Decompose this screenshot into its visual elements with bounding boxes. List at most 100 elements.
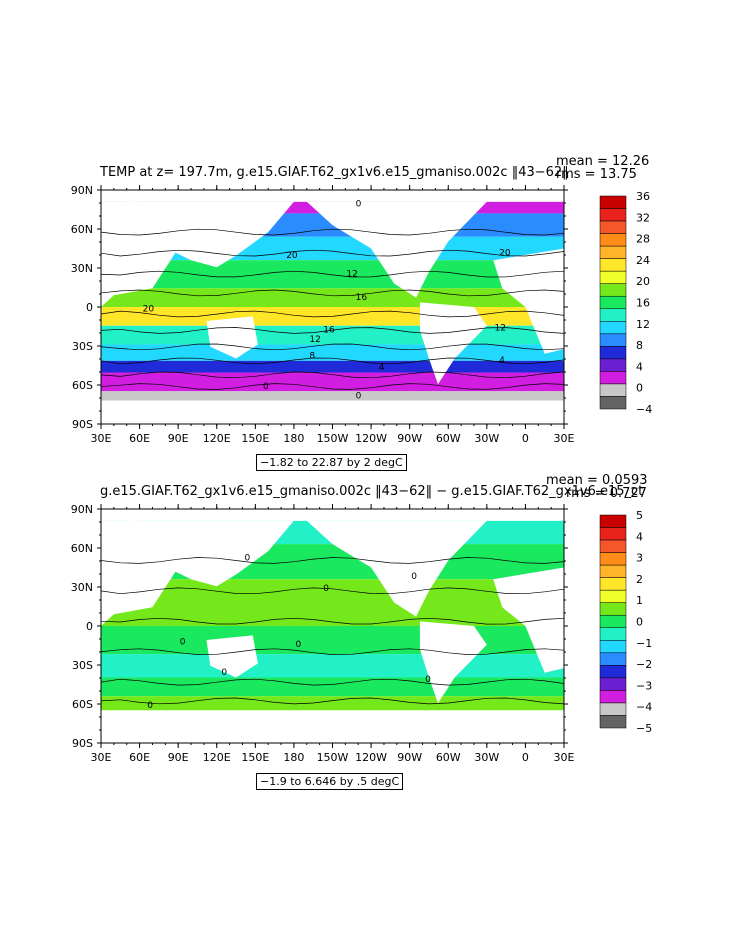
panel2-ocean-band bbox=[101, 677, 564, 697]
panel1-lon-label: 90E bbox=[168, 432, 189, 445]
panel2-colorbar-swatch bbox=[599, 640, 627, 654]
panel1-colorbar-label: 4 bbox=[636, 360, 643, 373]
panel2-lon-label: 30E bbox=[91, 751, 112, 764]
panel1-ocean-band bbox=[101, 391, 564, 401]
panel1-contour-line bbox=[101, 383, 564, 390]
panel1-lat-label: 90S bbox=[72, 418, 93, 431]
panel1-colorbar-label: −4 bbox=[636, 403, 652, 416]
panel1-lon-label: 30E bbox=[91, 432, 112, 445]
panel2-contour-line bbox=[101, 697, 564, 705]
panel2-colorbar-label: 4 bbox=[636, 530, 643, 543]
panel2-colorbar-swatch bbox=[599, 702, 627, 716]
panel2-colorbar-swatch bbox=[599, 539, 627, 553]
panel1-lon-label: 90W bbox=[397, 432, 422, 445]
panel1-lon-label: 150W bbox=[317, 432, 349, 445]
panel2-ocean-band bbox=[101, 654, 564, 678]
panel1-ocean-band bbox=[101, 360, 564, 373]
panel1-lat-label: 0 bbox=[86, 301, 93, 314]
panel2-title: g.e15.GIAF.T62_gx1v6.e15_gmaniso.002c ‖4… bbox=[100, 484, 644, 499]
panel2-colorbar-swatch bbox=[599, 527, 627, 541]
panel2-colorbar-label: 1 bbox=[636, 594, 643, 607]
panel2-colorbar-label: 2 bbox=[636, 573, 643, 586]
panel1-contour-line bbox=[101, 270, 564, 278]
panel1-lon-label: 60E bbox=[129, 432, 150, 445]
panel2-colorbar-swatch bbox=[599, 690, 627, 704]
panel2-lon-label: 90E bbox=[168, 751, 189, 764]
panel1-contour-line bbox=[101, 228, 564, 236]
panel1-contour-line bbox=[101, 357, 564, 365]
panel2-lon-label: 180 bbox=[283, 751, 304, 764]
panel2-contour-label: 0 bbox=[147, 701, 153, 711]
panel1-land bbox=[206, 316, 258, 359]
panel2-colorbar-swatch bbox=[599, 665, 627, 679]
panel1-lon-label: 120E bbox=[203, 432, 231, 445]
panel1-land bbox=[419, 302, 487, 385]
panel2-colorbar-label: −1 bbox=[636, 637, 652, 650]
panel2-lon-label: 150E bbox=[241, 751, 269, 764]
panel1-contour-label: 0 bbox=[356, 199, 362, 209]
panel1-lon-label: 120W bbox=[355, 432, 387, 445]
panel1-ocean-band bbox=[101, 260, 564, 289]
panel2-colorbar-label: −5 bbox=[636, 722, 652, 735]
panel2-colorbar-swatch bbox=[599, 564, 627, 578]
panel1-contour-label: 16 bbox=[323, 326, 335, 336]
panel2-contour-line bbox=[101, 678, 564, 686]
panel1-colorbar-label: 28 bbox=[636, 233, 650, 246]
panel1-lat-label: 30S bbox=[72, 340, 93, 353]
panel2-colorbar-swatch bbox=[599, 677, 627, 691]
panel1-land bbox=[101, 190, 564, 202]
panel2-colorbar-swatch bbox=[599, 514, 627, 528]
panel2-lat-label: 90S bbox=[72, 737, 93, 750]
panel2-colorbar-swatch bbox=[599, 589, 627, 603]
panel2-colorbar-label: −4 bbox=[636, 701, 652, 714]
panel1-lon-label: 60W bbox=[436, 432, 461, 445]
panel1-mean: mean = 12.26 bbox=[556, 154, 650, 169]
panel2-contour-label: 0 bbox=[221, 668, 227, 678]
panel1-contour-label: 0 bbox=[356, 391, 362, 401]
panel1-contour-line bbox=[101, 371, 564, 379]
panel2-contour-label: 0 bbox=[323, 584, 329, 594]
panel2-contour-line bbox=[101, 587, 564, 595]
panel2-colorbar-swatch bbox=[599, 715, 627, 729]
panel2-ocean-band bbox=[101, 696, 564, 711]
panel2-colorbar-swatch bbox=[599, 552, 627, 566]
panel1-map-group: 202020161612121284400090N60N30N030S60S90… bbox=[71, 184, 652, 445]
panel2-colorbar-label: 5 bbox=[636, 509, 643, 522]
panel2-contour-label: 0 bbox=[245, 553, 251, 563]
panel1-contour-info: −1.82 to 22.87 by 2 degC bbox=[256, 454, 407, 471]
panel2-land bbox=[206, 635, 258, 678]
panel2-land bbox=[126, 520, 294, 587]
panel2-land bbox=[419, 621, 487, 704]
panel1-contour-label: 8 bbox=[309, 351, 315, 361]
panel2-colorbar-swatch bbox=[599, 577, 627, 591]
panel1-lon-label: 150E bbox=[241, 432, 269, 445]
panel1-contour-label: 0 bbox=[263, 382, 269, 392]
panel2-colorbar-swatch bbox=[599, 602, 627, 616]
panel1-lat-label: 60S bbox=[72, 379, 93, 392]
panel2-ocean-band bbox=[101, 626, 564, 655]
panel2-land bbox=[101, 509, 564, 521]
panel1-colorbar-label: 24 bbox=[636, 254, 650, 267]
panel1-contour-line bbox=[101, 249, 564, 257]
panel1-lat-label: 60N bbox=[71, 223, 93, 236]
panel1-contour-line bbox=[101, 310, 564, 318]
panel1-lat-label: 30N bbox=[71, 262, 93, 275]
panel2-lon-label: 150W bbox=[317, 751, 349, 764]
panel1-land bbox=[306, 201, 487, 298]
panel2-lat-label: 30S bbox=[72, 659, 93, 672]
panel2-contour-line bbox=[101, 617, 564, 625]
panel1-rms: rms = 13.75 bbox=[556, 167, 637, 182]
panel2-lat-label: 30N bbox=[71, 581, 93, 594]
panel2-lon-label: 90W bbox=[397, 751, 422, 764]
panel1-lon-label: 180 bbox=[283, 432, 304, 445]
panel1-lon-label: 30W bbox=[474, 432, 499, 445]
panel2-lon-label: 120E bbox=[203, 751, 231, 764]
panel1-title: TEMP at z= 197.7m, g.e15.GIAF.T62_gx1v6.… bbox=[100, 165, 569, 180]
panel2-contour-label: 0 bbox=[295, 640, 301, 650]
panel1-colorbar-label: 20 bbox=[636, 275, 650, 288]
panel1-contour-label: 20 bbox=[286, 251, 298, 261]
panel1-land bbox=[493, 248, 564, 354]
